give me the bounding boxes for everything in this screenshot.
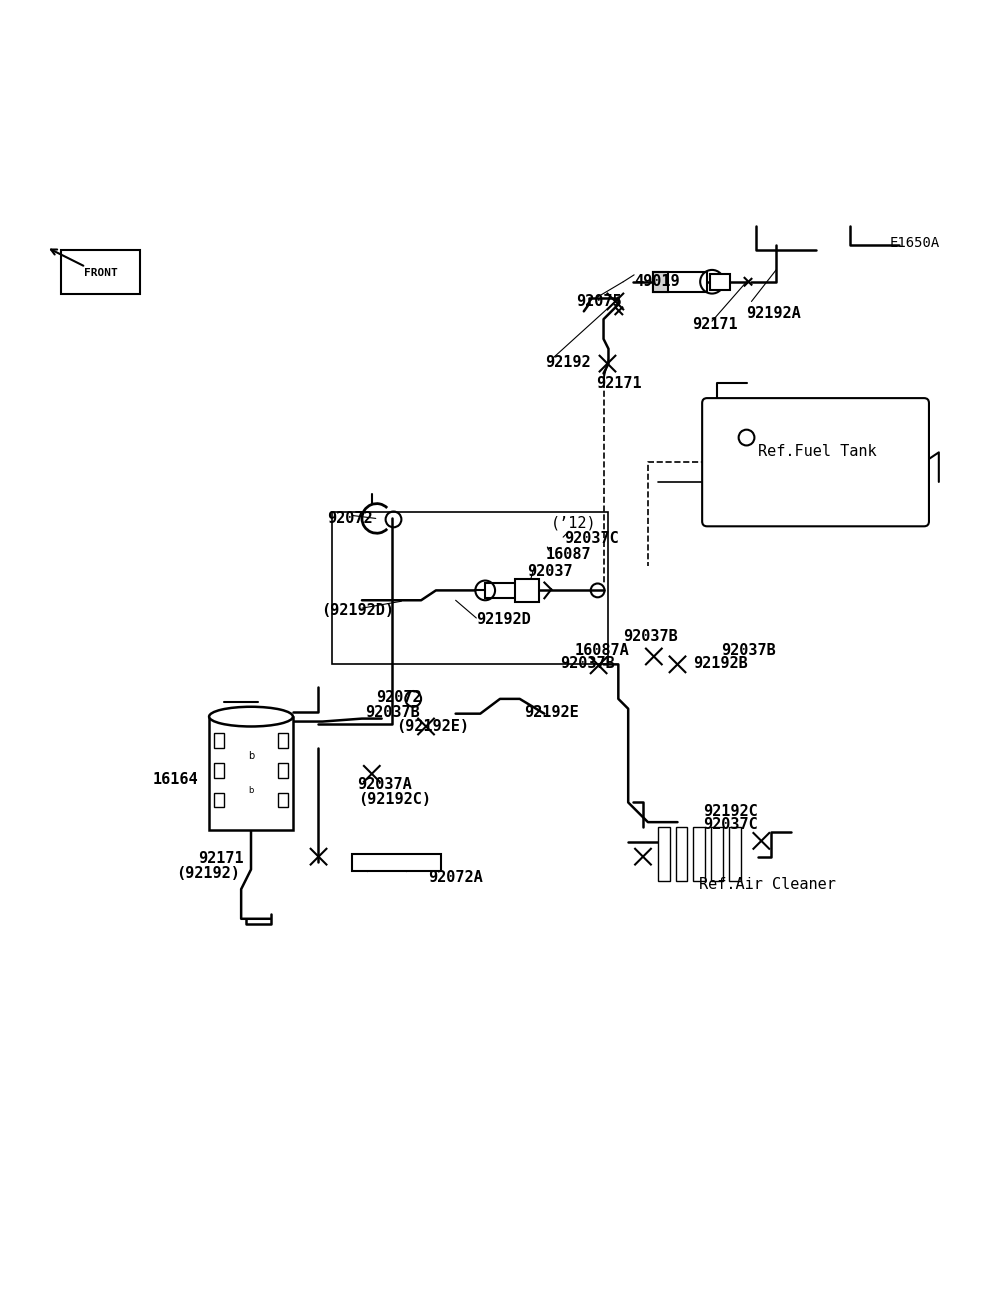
Bar [278, 763, 288, 778]
Bar [693, 827, 705, 881]
FancyBboxPatch shape [61, 250, 140, 293]
Bar [278, 733, 288, 749]
Text: 92171: 92171 [596, 376, 641, 391]
Text: 16087: 16087 [545, 547, 591, 563]
Bar [485, 583, 535, 598]
Bar [710, 274, 730, 289]
Text: E1650A: E1650A [890, 237, 940, 250]
Text: 16164: 16164 [153, 772, 199, 787]
Text: 92075: 92075 [576, 295, 622, 309]
Text: 92037: 92037 [527, 564, 572, 579]
Text: 92192C: 92192C [703, 804, 758, 819]
Bar [653, 272, 707, 292]
Text: Ref.Fuel Tank: Ref.Fuel Tank [758, 444, 877, 459]
FancyBboxPatch shape [702, 398, 929, 526]
Bar [711, 827, 723, 881]
Bar [653, 272, 668, 292]
Bar [214, 763, 224, 778]
Text: 92192E: 92192E [524, 706, 578, 720]
Text: 92037B: 92037B [365, 706, 420, 720]
Bar [515, 579, 539, 602]
Text: (92192): (92192) [177, 867, 240, 881]
Text: 92072: 92072 [327, 511, 373, 526]
Text: (92192C): (92192C) [358, 792, 431, 806]
Text: (92192E): (92192E) [396, 719, 469, 734]
Bar [214, 733, 224, 749]
Text: 92171: 92171 [692, 317, 738, 331]
Text: 92037B: 92037B [721, 643, 776, 658]
Bar [658, 827, 670, 881]
Text: (92192D): (92192D) [322, 602, 395, 618]
Text: 92072: 92072 [376, 690, 421, 706]
Text: b: b [248, 751, 254, 762]
Text: 92192A: 92192A [747, 306, 801, 321]
Text: 92037B: 92037B [623, 630, 678, 644]
Bar [278, 792, 288, 808]
Text: Ref.Air Cleaner: Ref.Air Cleaner [699, 877, 836, 891]
Text: 92192D: 92192D [476, 613, 531, 627]
Text: 92037C: 92037C [564, 530, 619, 546]
Text: 92171: 92171 [198, 851, 244, 867]
Text: b: b [248, 785, 254, 795]
Text: 92192: 92192 [545, 355, 591, 370]
Text: 92072A: 92072A [428, 870, 483, 885]
Text: 49019: 49019 [634, 275, 680, 289]
Text: 92037C: 92037C [703, 817, 758, 831]
Text: 92037A: 92037A [357, 778, 412, 792]
Bar [729, 827, 741, 881]
Text: FRONT: FRONT [84, 268, 118, 278]
Bar [214, 792, 224, 808]
Text: 16087A: 16087A [575, 643, 630, 658]
Bar [676, 827, 687, 881]
Text: 92192B: 92192B [693, 656, 748, 672]
Text: 92037B: 92037B [560, 656, 615, 672]
Ellipse shape [209, 707, 293, 726]
Bar [332, 512, 608, 665]
Text: (’12): (’12) [551, 516, 597, 531]
Bar [209, 716, 293, 830]
Bar [352, 853, 441, 872]
